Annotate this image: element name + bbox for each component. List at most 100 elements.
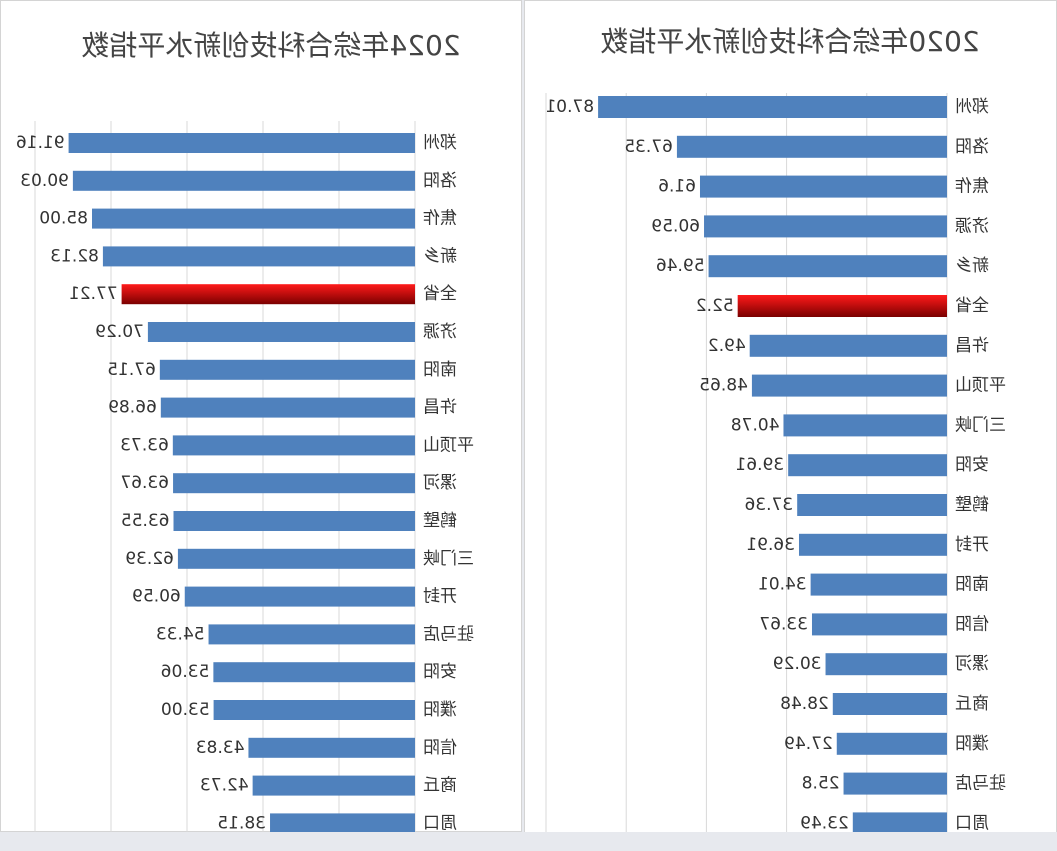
data-label: 53.00	[161, 700, 210, 720]
data-label: 63.67	[120, 473, 169, 493]
data-label: 70.29	[95, 322, 144, 342]
category-label: 郑州	[423, 133, 457, 153]
bar	[797, 494, 947, 516]
category-label: 周口	[423, 813, 457, 833]
category-label: 洛阳	[955, 137, 989, 157]
bar	[783, 414, 947, 437]
data-label: 36.91	[746, 535, 795, 555]
data-label: 54.33	[156, 624, 205, 644]
data-label: 23.49	[800, 813, 849, 833]
data-label: 67.15	[107, 360, 156, 380]
category-label: 周口	[955, 813, 989, 833]
data-label: 28.48	[780, 694, 829, 714]
data-label: 85.00	[39, 209, 88, 229]
category-label: 焦作	[955, 177, 989, 197]
category-label: 洛阳	[423, 171, 457, 191]
category-label: 安阳	[955, 455, 989, 475]
bar	[160, 397, 415, 418]
data-label: 87.01	[545, 97, 594, 117]
bar	[832, 693, 947, 715]
bar	[836, 732, 947, 755]
category-label: 南阳	[955, 575, 989, 595]
data-label: 60.59	[651, 216, 700, 236]
data-label: 33.67	[759, 614, 808, 634]
chart-2020-plot: 87.01 郑州 67.35 洛阳 61.6 焦作 60.59 济源 59.46 新乡 52.2 全省…	[545, 93, 1006, 837]
category-label: 南阳	[423, 360, 457, 380]
data-label: 63.73	[120, 435, 169, 455]
bar	[177, 548, 415, 569]
data-label: 43.83	[196, 738, 245, 758]
data-label: 63.55	[121, 511, 170, 531]
bar	[92, 208, 415, 229]
data-label: 90.03	[20, 171, 69, 191]
bar	[811, 613, 947, 636]
data-label: 39.61	[735, 455, 784, 475]
bar	[68, 133, 415, 153]
bar	[72, 170, 416, 191]
data-label: 82.13	[50, 246, 99, 266]
data-label: 61.6	[658, 177, 696, 197]
chart-2024-plot: 91.16 郑州 90.03 洛阳 85.00 焦作 82.13 新乡 77.21 全省 70.29…	[16, 121, 474, 833]
bar	[598, 96, 947, 118]
category-label: 商丘	[955, 694, 989, 714]
bar	[248, 737, 415, 758]
bar	[843, 772, 947, 795]
data-label: 53.06	[161, 662, 210, 682]
category-label: 鹤壁	[423, 511, 457, 531]
data-label: 25.8	[802, 774, 840, 794]
bar	[102, 246, 415, 267]
category-label: 平顶山	[423, 435, 474, 455]
data-label: 30.29	[773, 654, 822, 674]
category-label: 驻马店	[955, 774, 1006, 794]
category-label: 三门峡	[423, 549, 474, 569]
data-label: 66.89	[108, 398, 157, 418]
chart-2020-panel: 2020年综合科技创新水平指数 87.01 郑州 67.35 洛阳 61.6 焦作 60.5…	[524, 0, 1057, 837]
category-label: 濮阳	[955, 734, 989, 754]
category-label: 郑州	[955, 97, 989, 117]
category-label: 信阳	[423, 738, 457, 758]
category-label: 信阳	[955, 614, 989, 634]
bar	[749, 334, 947, 357]
category-label: 新乡	[955, 256, 989, 276]
bar	[213, 700, 415, 720]
category-label: 商丘	[423, 776, 457, 796]
category-label: 平顶山	[955, 376, 1006, 396]
category-label: 漯河	[423, 473, 457, 493]
bar	[708, 255, 947, 278]
bar	[737, 295, 947, 317]
data-label: 67.35	[624, 137, 673, 157]
bar	[798, 533, 947, 556]
bar	[173, 473, 415, 494]
bar	[172, 435, 415, 456]
category-label: 濮阳	[423, 700, 457, 720]
category-label: 安阳	[423, 662, 457, 682]
bar	[213, 662, 415, 683]
category-label: 许昌	[423, 398, 457, 418]
window-bottom-strip	[0, 832, 1057, 851]
bar	[184, 586, 415, 607]
category-label: 漯河	[955, 654, 989, 674]
category-label: 许昌	[955, 336, 989, 356]
data-label: 34.01	[758, 575, 807, 595]
bar	[825, 653, 947, 676]
category-label: 开封	[423, 587, 457, 607]
data-label: 40.78	[731, 415, 780, 435]
data-label: 52.2	[696, 296, 734, 316]
data-label: 91.16	[16, 133, 65, 153]
data-label: 27.49	[784, 734, 833, 754]
category-label: 焦作	[423, 209, 457, 229]
category-label: 开封	[955, 535, 989, 555]
category-label: 全省	[423, 284, 457, 304]
data-label: 60.59	[132, 587, 181, 607]
bar	[252, 775, 415, 796]
bar	[810, 573, 947, 596]
data-label: 49.2	[708, 336, 746, 356]
category-label: 鹤壁	[955, 495, 989, 515]
category-label: 三门峡	[955, 415, 1006, 435]
bar	[751, 374, 947, 397]
bar	[159, 359, 415, 380]
data-label: 37.36	[745, 495, 794, 515]
data-label: 42.73	[200, 776, 249, 796]
category-label: 济源	[423, 322, 457, 342]
bar	[704, 215, 947, 238]
